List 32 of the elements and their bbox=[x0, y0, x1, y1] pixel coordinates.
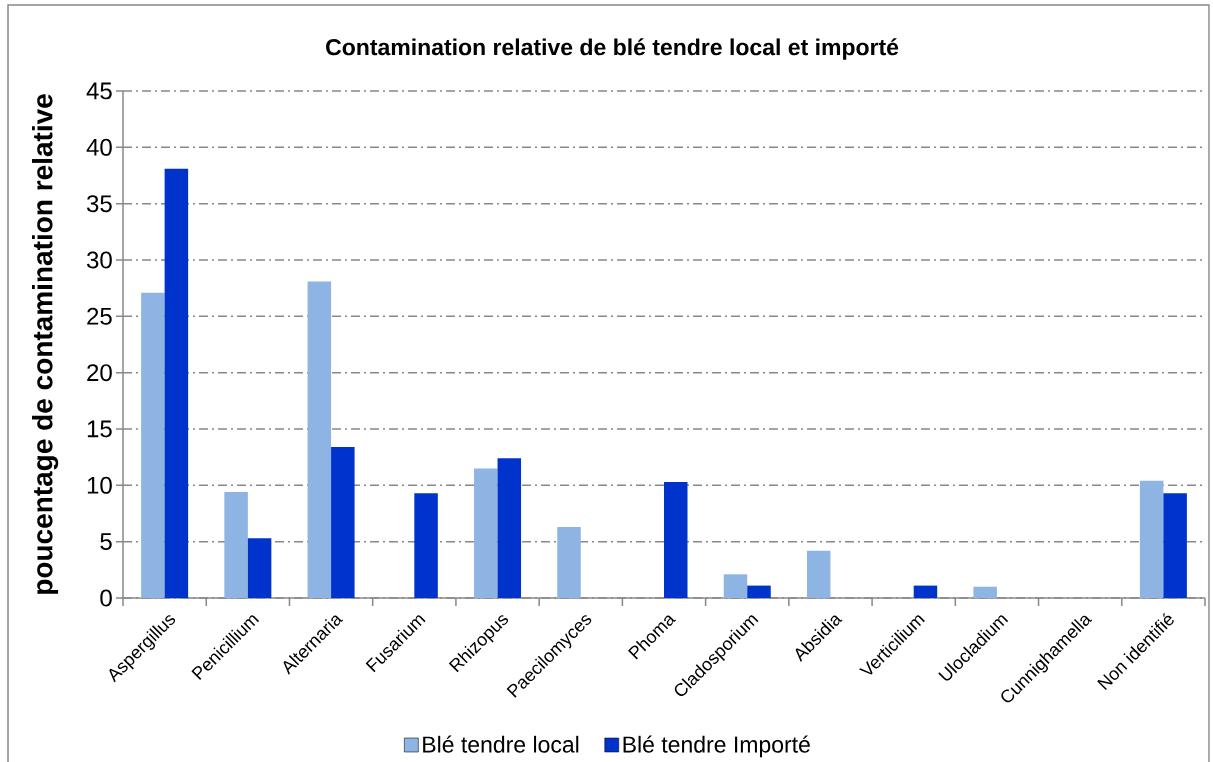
bar bbox=[414, 493, 438, 598]
y-tick-label: 15 bbox=[87, 420, 112, 438]
bar bbox=[331, 447, 355, 598]
y-tick-label: 0 bbox=[100, 589, 112, 607]
bar bbox=[557, 527, 581, 598]
y-tick-label: 25 bbox=[87, 307, 112, 325]
bar bbox=[806, 550, 831, 598]
bar bbox=[1139, 480, 1164, 598]
y-tick-label: 10 bbox=[87, 476, 112, 494]
y-tick-label: 30 bbox=[86, 251, 112, 269]
bar bbox=[497, 458, 522, 598]
y-tick-label: 45 bbox=[86, 82, 112, 100]
y-axis-title: poucentage de contamination relative bbox=[31, 94, 59, 594]
y-tick-label: 35 bbox=[86, 195, 112, 213]
bar bbox=[747, 585, 771, 598]
bar bbox=[474, 468, 498, 598]
bar bbox=[973, 586, 997, 598]
chart-title: Contamination relative de blé tendre local et importé bbox=[326, 38, 899, 60]
bar bbox=[164, 168, 189, 598]
y-tick-label: 20 bbox=[87, 364, 112, 382]
bar bbox=[913, 585, 938, 598]
y-tick-label: 40 bbox=[86, 138, 112, 156]
bar bbox=[307, 281, 332, 598]
legend-label: Blé tendre local bbox=[423, 735, 579, 753]
bar bbox=[664, 481, 688, 598]
bar bbox=[247, 538, 272, 598]
y-tick-label: 5 bbox=[100, 533, 112, 551]
bar bbox=[1163, 493, 1187, 598]
bar bbox=[723, 574, 748, 598]
bar bbox=[224, 492, 248, 598]
legend-label: Blé tendre Importé bbox=[623, 735, 810, 758]
bar bbox=[141, 292, 165, 598]
